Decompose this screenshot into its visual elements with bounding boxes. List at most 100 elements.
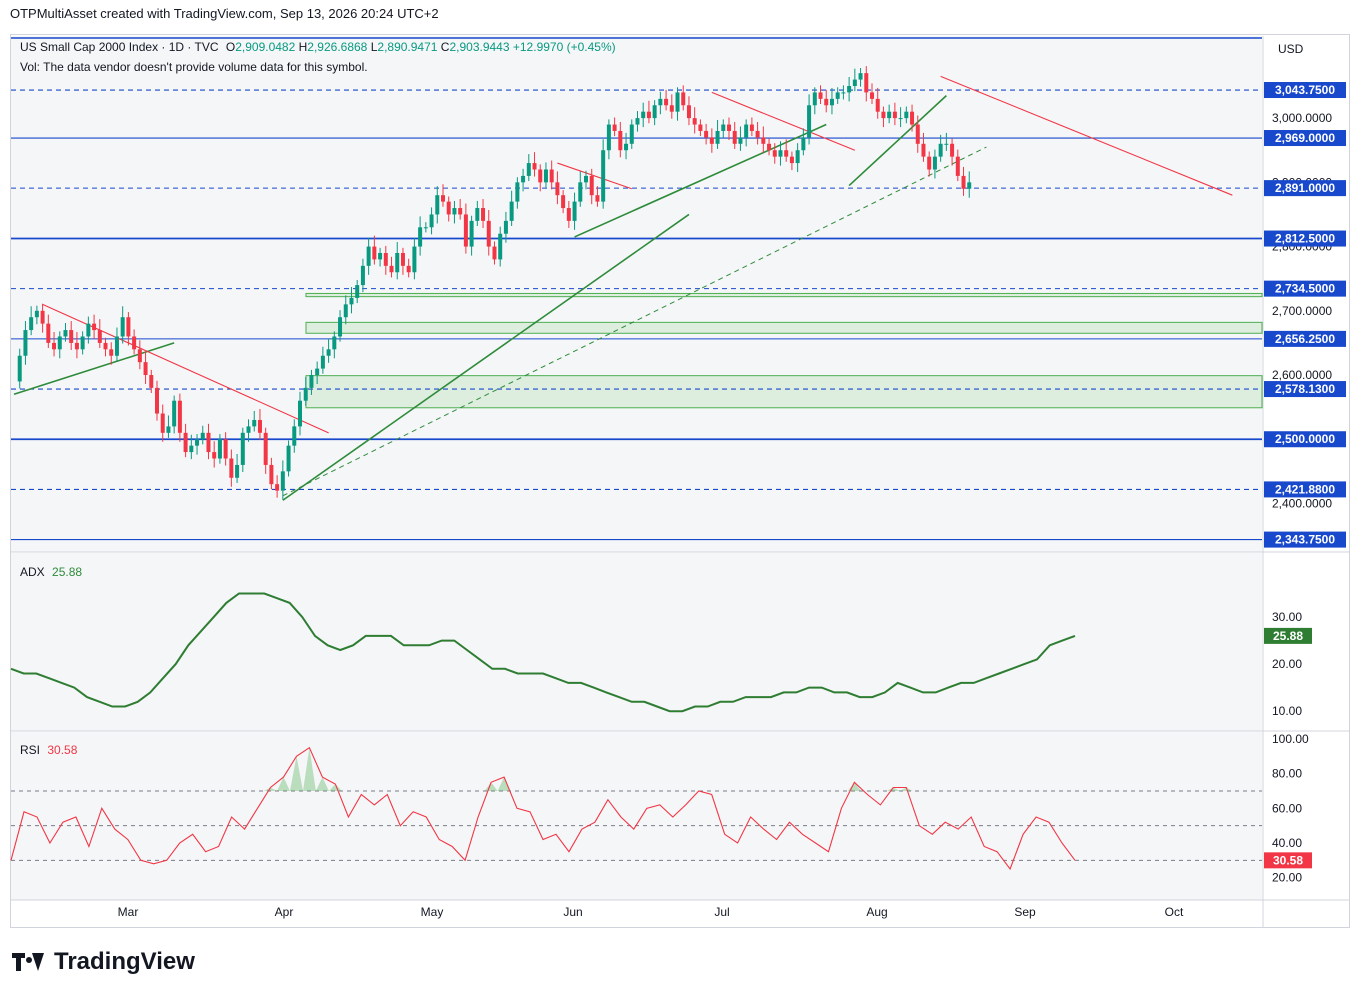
candle-body — [543, 169, 548, 183]
rsi-pane-bg — [11, 732, 1262, 900]
candle-body — [852, 79, 857, 86]
candle-body — [120, 317, 125, 337]
level-tag — [1264, 381, 1346, 398]
level-tag-label: 2,812.5000 — [1275, 232, 1335, 246]
level-tag-label: 2,969.0000 — [1275, 131, 1335, 145]
candle-body — [486, 220, 491, 247]
price-tick-label: 3,000.0000 — [1272, 111, 1332, 125]
candle-body — [263, 432, 268, 465]
candle-body — [332, 336, 337, 350]
candle-body — [646, 111, 651, 119]
candle-body — [109, 349, 114, 356]
candle-body — [475, 208, 480, 221]
candle-body — [595, 195, 600, 202]
candle-body — [320, 355, 325, 369]
candle-body — [452, 208, 457, 215]
candle-body — [223, 439, 228, 459]
candle-body — [549, 169, 554, 183]
tradingview-logo[interactable]: TradingView — [12, 948, 195, 976]
candle-body — [395, 252, 400, 273]
candle-body — [189, 445, 194, 453]
candle-body — [23, 330, 28, 356]
candle-body — [355, 285, 360, 298]
level-tag — [1264, 531, 1346, 548]
candle-body — [441, 195, 445, 202]
candle-body — [904, 111, 909, 119]
trend-line — [848, 95, 947, 187]
candle-body — [383, 252, 388, 266]
trend-line — [711, 91, 856, 151]
adx-tick-label: 10.00 — [1272, 704, 1302, 718]
candle-body — [235, 464, 240, 478]
candle-body — [389, 265, 394, 273]
candle-body — [229, 458, 234, 478]
level-tag-label: 2,891.0000 — [1275, 181, 1335, 195]
candle-body — [86, 323, 91, 337]
candle-body — [103, 342, 108, 350]
trend-line — [574, 123, 827, 238]
candle-body — [303, 387, 308, 401]
candle-body — [755, 130, 760, 138]
adx-label: ADX — [20, 565, 45, 579]
candle-body — [566, 208, 571, 221]
candle-body — [927, 156, 932, 170]
candle-body — [286, 445, 291, 472]
candle-body — [738, 137, 743, 144]
candle-body — [727, 124, 731, 131]
candle-body — [749, 124, 754, 131]
candle-body — [915, 124, 920, 144]
symbol-legend: US Small Cap 2000 Index · 1D · TVC O2,90… — [20, 40, 616, 54]
level-tag — [1264, 82, 1346, 99]
candle-body — [967, 182, 972, 189]
rsi-legend: RSI 30.58 — [20, 743, 77, 757]
candle-body — [715, 130, 720, 144]
price-tick-label: 2,600.0000 — [1272, 368, 1332, 382]
candle-body — [212, 452, 217, 459]
candle-body — [864, 73, 869, 93]
candle-body — [841, 92, 846, 94]
candle-body — [252, 419, 257, 427]
candle-body — [761, 137, 766, 144]
tv-logo-icon — [12, 951, 46, 973]
currency-label[interactable]: USD — [1278, 42, 1304, 56]
candle-body — [772, 150, 777, 157]
month-tick-label: Jul — [714, 905, 729, 919]
candle-body — [589, 175, 594, 196]
level-tag — [1264, 431, 1346, 448]
high-label: H — [298, 40, 308, 54]
adx-line — [10, 592, 1076, 713]
candle-body — [921, 143, 926, 157]
trend-line — [282, 213, 690, 501]
candle-body — [612, 124, 617, 131]
candle-body — [784, 150, 789, 157]
adx-legend: ADX 25.88 — [20, 565, 82, 579]
candle-body — [200, 432, 205, 440]
support-zone — [305, 375, 1263, 409]
candle-body — [195, 439, 200, 446]
candle-body — [275, 484, 280, 491]
candle-body — [137, 349, 142, 363]
candle-body — [681, 92, 686, 106]
candle-body — [269, 464, 274, 485]
adx-tick-label: 20.00 — [1272, 657, 1302, 671]
level-tag-label: 2,656.2500 — [1275, 332, 1335, 346]
level-tag-label: 2,578.1300 — [1275, 382, 1335, 396]
candle-body — [34, 310, 39, 318]
candle-body — [246, 426, 251, 433]
level-tag-label: 2,734.5000 — [1275, 282, 1335, 296]
chart-frame[interactable] — [10, 34, 1350, 928]
candle-body — [721, 124, 726, 131]
candle-body — [898, 118, 903, 120]
candle-body — [463, 214, 468, 247]
level-tag — [1264, 180, 1346, 197]
close-value: 2,903.9443 — [449, 40, 510, 54]
candle-body — [57, 336, 62, 350]
candle-body — [492, 246, 497, 260]
candle-body — [29, 317, 34, 331]
rsi-label: RSI — [20, 743, 41, 757]
candle-body — [315, 368, 320, 376]
candle-body — [400, 252, 405, 266]
candle-body — [509, 201, 514, 221]
candle-body — [629, 124, 634, 144]
